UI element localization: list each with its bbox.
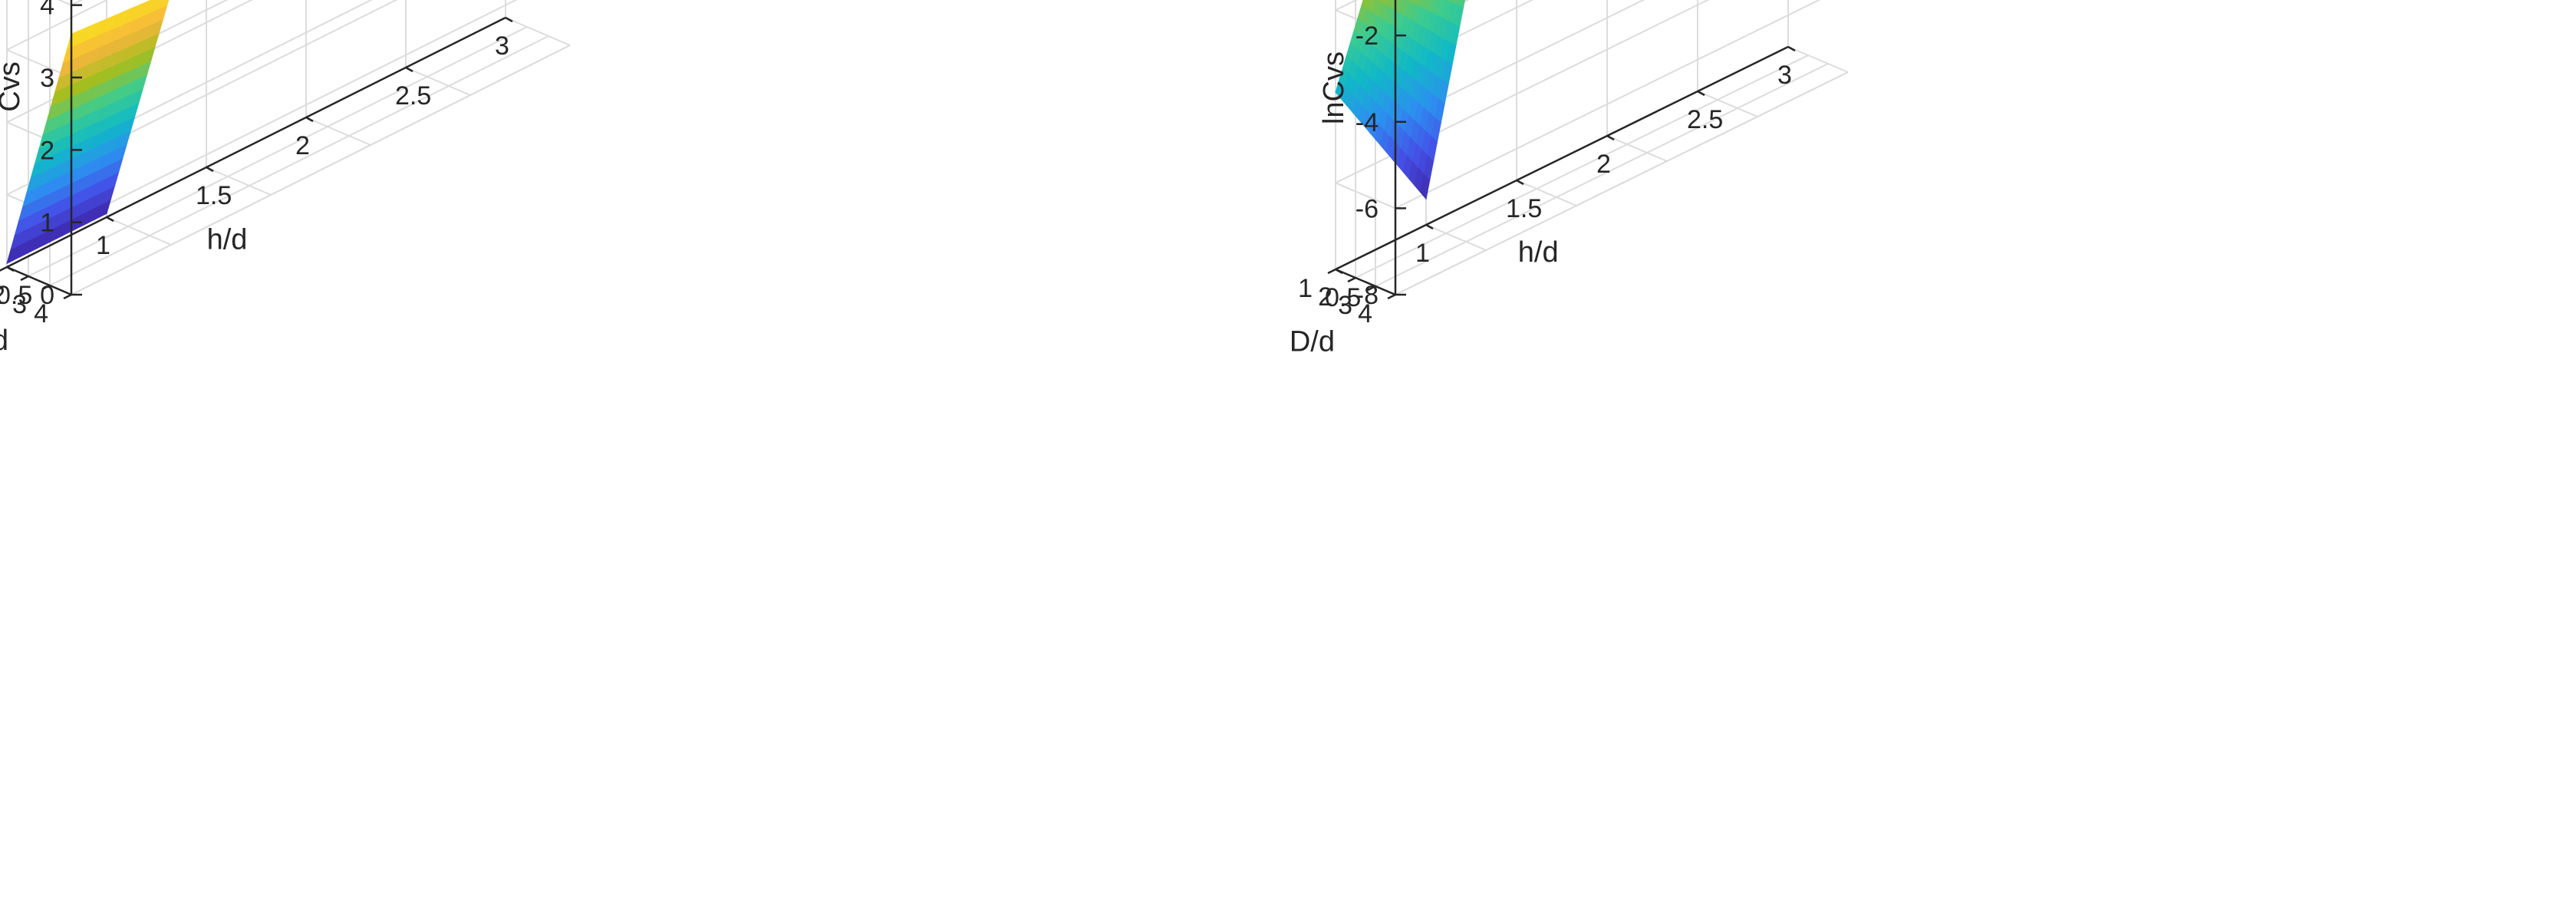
gridline-x-floor	[1425, 224, 1487, 251]
x-tick-label: 3	[1777, 61, 1792, 90]
y-tick-label: 3	[1338, 291, 1352, 320]
y-tick	[0, 266, 8, 272]
gridline-y-floor	[1355, 54, 1809, 279]
x-tick-label: 1	[1415, 239, 1430, 268]
x-tick	[1697, 90, 1705, 97]
y-tick-label: 2	[0, 281, 5, 310]
gridline-x-floor	[505, 17, 571, 46]
chart-left-svg: 012345612340.511.522.53CvsD/dh/d	[0, 0, 571, 357]
y-tick-label: 4	[1358, 299, 1372, 328]
y-tick	[1347, 276, 1356, 283]
y-tick-label: 3	[12, 290, 27, 319]
z-tick-label: 2	[40, 136, 54, 165]
x-axis-label: h/d	[207, 224, 248, 256]
gridline-floor-x	[71, 0, 373, 151]
x-tick	[305, 116, 314, 123]
z-axis-label: Cvs	[0, 61, 26, 111]
x-tick-label: 2.5	[1687, 105, 1723, 134]
y-tick	[1327, 268, 1336, 275]
y-axis-line	[1335, 268, 1396, 296]
z-tick-label: -4	[1356, 108, 1379, 137]
gridline-y-floor	[49, 35, 549, 286]
y-tick-label: 4	[34, 299, 48, 328]
x-tick-label: 1.5	[1506, 194, 1542, 223]
gridline-x-floor	[1516, 180, 1577, 206]
x-tick	[106, 216, 114, 223]
surface	[6, 0, 170, 265]
gridline-z-right-wall	[6, 0, 109, 51]
x-tick-label: 1	[96, 231, 110, 260]
gridline-y-floor	[71, 45, 571, 295]
z-axis-label: lnCvs	[1318, 51, 1350, 124]
y-axis-line	[6, 266, 72, 296]
x-tick	[1425, 223, 1434, 230]
y-axis-label: D/d	[1290, 326, 1335, 358]
gridline-y-floor	[1395, 71, 1849, 295]
x-tick-label: 0.5	[0, 281, 32, 310]
surface-patch	[1457, 0, 1465, 8]
gridline-z-left-wall	[1335, 182, 1396, 210]
gridline-z-left-wall	[57, 0, 72, 6]
y-tick	[1367, 285, 1376, 292]
x-axis-line	[6, 16, 506, 269]
x-tick-label: 2.5	[395, 81, 431, 111]
chart-left: 012345612340.511.522.53CvsD/dh/d	[0, 0, 571, 357]
y-tick-label: 2	[1318, 282, 1332, 312]
x-tick-label: 0.5	[1325, 283, 1361, 312]
z-tick-label: 4	[40, 0, 54, 21]
z-tick-label: -6	[1356, 194, 1379, 223]
surface	[1335, 0, 1465, 200]
y-tick	[41, 284, 51, 291]
x-tick	[1787, 45, 1796, 52]
y-axis-label: D/d	[0, 325, 8, 357]
x-tick-label: 2	[295, 131, 310, 160]
x-tick	[206, 166, 214, 173]
x-tick	[1516, 179, 1524, 186]
y-tick	[63, 293, 72, 300]
gridline-x-floor	[1606, 135, 1668, 162]
gridline-floor-x	[1395, 0, 1821, 210]
x-tick	[1606, 134, 1615, 141]
gridline-x-floor	[1787, 46, 1849, 73]
y-tick	[1387, 293, 1396, 300]
z-tick-label: -2	[1356, 21, 1379, 51]
gridline-x-floor	[305, 117, 371, 146]
gridline-y-floor	[1375, 63, 1829, 287]
surface-patch	[160, 0, 170, 9]
x-tick	[505, 16, 513, 23]
x-axis-label: h/d	[1518, 236, 1559, 269]
x-tick-label: 1.5	[196, 181, 232, 210]
z-tick-label: 1	[40, 209, 54, 238]
gridline-x-floor	[405, 67, 471, 96]
gridline-x-floor	[106, 216, 172, 246]
z-tick-label: 3	[40, 64, 54, 93]
gridline-floor-x	[71, 0, 518, 223]
x-tick	[6, 266, 15, 272]
x-tick	[1335, 268, 1343, 275]
gridline-x-floor	[206, 167, 272, 196]
gridline-floor-x	[1395, 0, 1645, 123]
y-tick	[20, 275, 29, 282]
x-tick-label: 2	[1596, 150, 1611, 179]
x-tick-label: 3	[495, 31, 509, 61]
gridline-y-floor	[28, 26, 528, 277]
gridline-x-floor	[1697, 91, 1758, 117]
x-tick	[405, 66, 413, 73]
x-axis-line	[1335, 45, 1789, 271]
y-tick-label: 1	[1298, 274, 1313, 303]
